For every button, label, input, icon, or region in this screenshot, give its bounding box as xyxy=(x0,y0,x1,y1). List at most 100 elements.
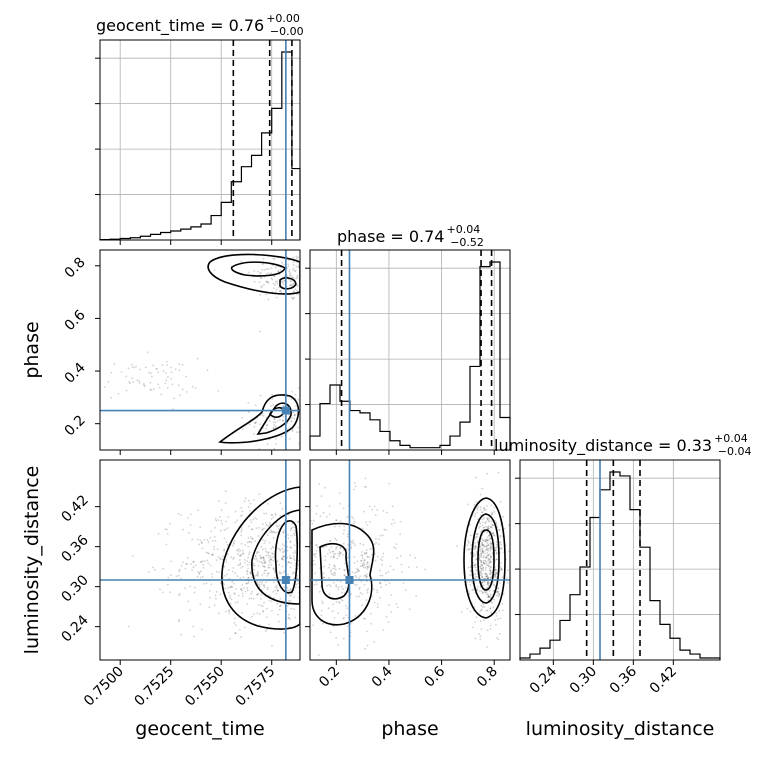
sample-point xyxy=(292,267,295,270)
sample-point xyxy=(379,582,382,585)
sample-point xyxy=(275,524,278,527)
x-tick-label-geocent-time-3: 0.7575 xyxy=(233,664,279,710)
sample-point xyxy=(487,525,490,527)
sample-point xyxy=(267,268,270,270)
sample-point xyxy=(487,539,490,541)
sample-point xyxy=(415,595,418,597)
sample-point xyxy=(486,555,489,557)
contour-right-outer xyxy=(463,497,506,619)
sample-point xyxy=(180,633,183,636)
sample-point xyxy=(193,591,196,594)
sample-point xyxy=(270,558,273,561)
sample-point xyxy=(383,528,386,531)
sample-point xyxy=(482,546,485,548)
sample-point xyxy=(355,571,358,573)
sample-point xyxy=(262,610,264,612)
sample-point xyxy=(290,398,293,400)
sample-point xyxy=(502,515,505,518)
sample-point xyxy=(263,561,266,564)
sample-point xyxy=(231,580,234,583)
sample-point xyxy=(132,381,135,384)
sample-point xyxy=(250,528,253,531)
sample-point xyxy=(479,565,482,568)
sample-point xyxy=(332,581,335,584)
sample-point xyxy=(296,289,299,292)
sample-point xyxy=(272,581,275,584)
sample-point xyxy=(250,573,252,575)
sample-point xyxy=(338,552,341,555)
sample-point xyxy=(197,538,199,541)
sample-point xyxy=(485,591,488,594)
sample-point xyxy=(185,375,188,378)
sample-point xyxy=(483,562,486,565)
sample-point xyxy=(246,573,249,575)
sample-point xyxy=(170,574,173,576)
sample-point xyxy=(234,632,237,634)
sample-point xyxy=(259,598,262,600)
sample-point xyxy=(334,571,337,574)
sample-point xyxy=(292,571,295,573)
sample-point xyxy=(272,421,275,424)
sample-point xyxy=(479,522,482,525)
sample-point xyxy=(333,567,336,570)
sample-point xyxy=(241,612,244,614)
sample-point xyxy=(342,507,345,510)
sample-point xyxy=(484,553,486,555)
sample-point xyxy=(191,385,194,388)
sample-point xyxy=(402,582,405,584)
sample-point xyxy=(479,556,481,559)
sample-point xyxy=(492,532,494,535)
sample-point xyxy=(368,505,371,508)
sample-point xyxy=(312,624,315,626)
sample-point xyxy=(488,517,491,519)
sample-point xyxy=(247,576,250,579)
sample-point xyxy=(241,589,243,592)
sample-point xyxy=(289,280,292,282)
contour-middle xyxy=(251,509,300,605)
sample-point xyxy=(257,604,260,606)
sample-point xyxy=(474,573,477,575)
sample-point xyxy=(289,540,292,542)
sample-point xyxy=(194,387,197,389)
sample-point xyxy=(179,394,181,396)
sample-point xyxy=(258,272,261,275)
histogram-geocent-time xyxy=(99,51,301,241)
sample-point xyxy=(293,596,295,598)
sample-point xyxy=(279,549,282,552)
sample-point xyxy=(501,603,504,605)
sample-point xyxy=(493,534,495,537)
sample-point xyxy=(230,598,233,601)
sample-point xyxy=(265,524,268,526)
sample-point xyxy=(356,584,358,586)
sample-point xyxy=(489,595,491,598)
sample-point xyxy=(332,574,334,576)
sample-point xyxy=(248,561,251,564)
sample-point xyxy=(472,555,475,558)
sample-point xyxy=(240,567,243,569)
sample-point xyxy=(362,566,365,569)
sample-point xyxy=(471,626,474,629)
sample-point xyxy=(366,561,369,563)
sample-point xyxy=(294,534,296,537)
sample-point xyxy=(291,428,294,431)
sample-point xyxy=(363,552,366,554)
sample-point xyxy=(247,576,250,579)
sample-point xyxy=(259,294,262,296)
sample-point xyxy=(378,543,380,546)
sample-point xyxy=(239,559,241,561)
sample-point xyxy=(246,563,249,566)
sample-point xyxy=(482,544,485,546)
sample-point xyxy=(274,589,276,592)
sample-point xyxy=(287,589,289,592)
sample-point xyxy=(279,605,281,607)
sample-point xyxy=(243,587,245,589)
sample-point xyxy=(364,617,366,620)
sample-point xyxy=(256,582,259,585)
sample-point xyxy=(267,502,269,505)
sample-point xyxy=(332,603,334,606)
sample-point xyxy=(497,592,499,595)
sample-point xyxy=(358,577,360,580)
sample-point xyxy=(262,263,264,266)
sample-point xyxy=(480,563,483,566)
sample-point xyxy=(223,565,226,568)
